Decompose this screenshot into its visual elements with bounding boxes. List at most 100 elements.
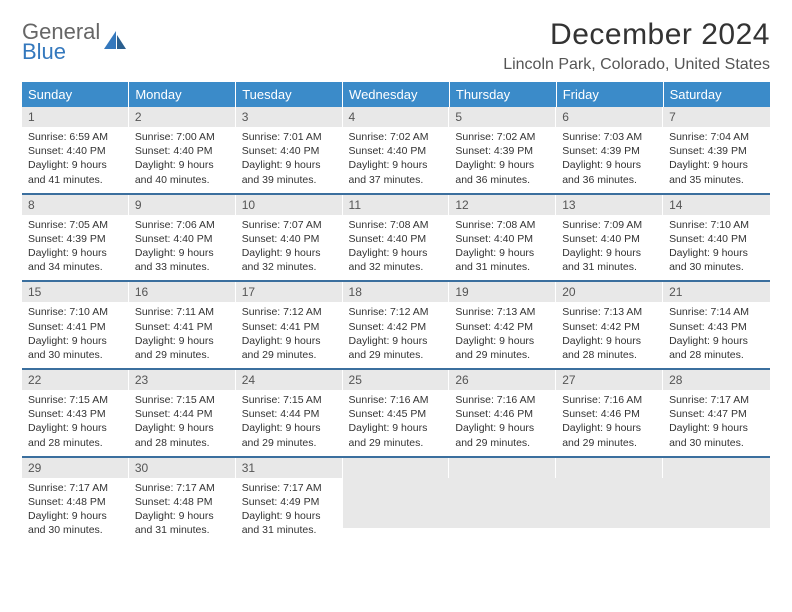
daylight-text: Daylight: 9 hours and 31 minutes. (135, 509, 230, 537)
day-details: Sunrise: 7:13 AM Sunset: 4:42 PM Dayligh… (556, 302, 663, 368)
sunrise-text: Sunrise: 7:02 AM (455, 130, 550, 144)
day-number: 8 (22, 195, 129, 215)
sunrise-text: Sunrise: 7:13 AM (455, 305, 550, 319)
sunrise-text: Sunrise: 7:17 AM (669, 393, 764, 407)
sunset-text: Sunset: 4:41 PM (135, 320, 230, 334)
day-number: 18 (343, 282, 450, 302)
daylight-text: Daylight: 9 hours and 29 minutes. (562, 421, 657, 449)
sunrise-text: Sunrise: 7:12 AM (349, 305, 444, 319)
month-title: December 2024 (503, 18, 770, 52)
sunrise-text: Sunrise: 7:04 AM (669, 130, 764, 144)
sunrise-text: Sunrise: 7:07 AM (242, 218, 337, 232)
day-number: 30 (129, 458, 236, 478)
calendar-row: 22 Sunrise: 7:15 AM Sunset: 4:43 PM Dayl… (22, 369, 770, 457)
day-details: Sunrise: 7:05 AM Sunset: 4:39 PM Dayligh… (22, 215, 129, 281)
weekday-header: Sunday (22, 82, 129, 107)
weekday-header-row: Sunday Monday Tuesday Wednesday Thursday… (22, 82, 770, 107)
day-number: 7 (663, 107, 770, 127)
sunset-text: Sunset: 4:44 PM (242, 407, 337, 421)
sunrise-text: Sunrise: 7:09 AM (562, 218, 657, 232)
logo-word-blue: Blue (22, 39, 66, 64)
day-details: Sunrise: 7:16 AM Sunset: 4:46 PM Dayligh… (449, 390, 556, 456)
day-details: Sunrise: 7:00 AM Sunset: 4:40 PM Dayligh… (129, 127, 236, 193)
day-details: Sunrise: 7:04 AM Sunset: 4:39 PM Dayligh… (663, 127, 770, 193)
sunrise-text: Sunrise: 7:16 AM (455, 393, 550, 407)
daylight-text: Daylight: 9 hours and 31 minutes. (242, 509, 337, 537)
sunset-text: Sunset: 4:39 PM (28, 232, 123, 246)
day-cell: 7 Sunrise: 7:04 AM Sunset: 4:39 PM Dayli… (663, 107, 770, 194)
sunset-text: Sunset: 4:40 PM (349, 144, 444, 158)
sunrise-text: Sunrise: 7:00 AM (135, 130, 230, 144)
day-details: Sunrise: 7:02 AM Sunset: 4:40 PM Dayligh… (343, 127, 450, 193)
day-cell: 18 Sunrise: 7:12 AM Sunset: 4:42 PM Dayl… (343, 281, 450, 369)
sunset-text: Sunset: 4:39 PM (455, 144, 550, 158)
daylight-text: Daylight: 9 hours and 32 minutes. (242, 246, 337, 274)
day-cell: 30 Sunrise: 7:17 AM Sunset: 4:48 PM Dayl… (129, 457, 236, 544)
daylight-text: Daylight: 9 hours and 39 minutes. (242, 158, 337, 186)
daylight-text: Daylight: 9 hours and 37 minutes. (349, 158, 444, 186)
day-cell: 6 Sunrise: 7:03 AM Sunset: 4:39 PM Dayli… (556, 107, 663, 194)
sunrise-text: Sunrise: 7:16 AM (349, 393, 444, 407)
day-number: 11 (343, 195, 450, 215)
sunset-text: Sunset: 4:49 PM (242, 495, 337, 509)
day-cell: 26 Sunrise: 7:16 AM Sunset: 4:46 PM Dayl… (449, 369, 556, 457)
daylight-text: Daylight: 9 hours and 36 minutes. (455, 158, 550, 186)
daylight-text: Daylight: 9 hours and 28 minutes. (562, 334, 657, 362)
day-cell: 29 Sunrise: 7:17 AM Sunset: 4:48 PM Dayl… (22, 457, 129, 544)
day-details: Sunrise: 7:01 AM Sunset: 4:40 PM Dayligh… (236, 127, 343, 193)
day-number: 24 (236, 370, 343, 390)
day-cell: 10 Sunrise: 7:07 AM Sunset: 4:40 PM Dayl… (236, 194, 343, 282)
sunset-text: Sunset: 4:40 PM (562, 232, 657, 246)
day-number: 26 (449, 370, 556, 390)
day-details: Sunrise: 7:16 AM Sunset: 4:46 PM Dayligh… (556, 390, 663, 456)
day-details: Sunrise: 7:02 AM Sunset: 4:39 PM Dayligh… (449, 127, 556, 193)
empty-cell (556, 457, 663, 544)
day-cell: 25 Sunrise: 7:16 AM Sunset: 4:45 PM Dayl… (343, 369, 450, 457)
daylight-text: Daylight: 9 hours and 41 minutes. (28, 158, 123, 186)
sunrise-text: Sunrise: 7:01 AM (242, 130, 337, 144)
daylight-text: Daylight: 9 hours and 29 minutes. (349, 334, 444, 362)
sunrise-text: Sunrise: 6:59 AM (28, 130, 123, 144)
day-cell: 20 Sunrise: 7:13 AM Sunset: 4:42 PM Dayl… (556, 281, 663, 369)
day-details-empty (663, 478, 770, 528)
daylight-text: Daylight: 9 hours and 28 minutes. (135, 421, 230, 449)
day-details: Sunrise: 7:17 AM Sunset: 4:48 PM Dayligh… (22, 478, 129, 544)
day-cell: 9 Sunrise: 7:06 AM Sunset: 4:40 PM Dayli… (129, 194, 236, 282)
daylight-text: Daylight: 9 hours and 30 minutes. (669, 246, 764, 274)
sunset-text: Sunset: 4:40 PM (28, 144, 123, 158)
day-number: 20 (556, 282, 663, 302)
daylight-text: Daylight: 9 hours and 34 minutes. (28, 246, 123, 274)
day-cell: 4 Sunrise: 7:02 AM Sunset: 4:40 PM Dayli… (343, 107, 450, 194)
day-number: 17 (236, 282, 343, 302)
calendar-row: 15 Sunrise: 7:10 AM Sunset: 4:41 PM Dayl… (22, 281, 770, 369)
sunrise-text: Sunrise: 7:17 AM (242, 481, 337, 495)
sunset-text: Sunset: 4:40 PM (242, 144, 337, 158)
calendar-row: 1 Sunrise: 6:59 AM Sunset: 4:40 PM Dayli… (22, 107, 770, 194)
day-cell: 28 Sunrise: 7:17 AM Sunset: 4:47 PM Dayl… (663, 369, 770, 457)
sunset-text: Sunset: 4:43 PM (669, 320, 764, 334)
day-cell: 11 Sunrise: 7:08 AM Sunset: 4:40 PM Dayl… (343, 194, 450, 282)
day-cell: 17 Sunrise: 7:12 AM Sunset: 4:41 PM Dayl… (236, 281, 343, 369)
sunrise-text: Sunrise: 7:15 AM (135, 393, 230, 407)
logo: General Blue (22, 18, 128, 62)
empty-cell (343, 457, 450, 544)
sunset-text: Sunset: 4:39 PM (669, 144, 764, 158)
day-number: 12 (449, 195, 556, 215)
day-number: 25 (343, 370, 450, 390)
sunset-text: Sunset: 4:46 PM (455, 407, 550, 421)
day-number: 21 (663, 282, 770, 302)
sunset-text: Sunset: 4:40 PM (455, 232, 550, 246)
daylight-text: Daylight: 9 hours and 29 minutes. (455, 334, 550, 362)
day-details: Sunrise: 7:15 AM Sunset: 4:44 PM Dayligh… (129, 390, 236, 456)
day-number: 6 (556, 107, 663, 127)
sunset-text: Sunset: 4:40 PM (135, 232, 230, 246)
day-number: 3 (236, 107, 343, 127)
day-details: Sunrise: 7:08 AM Sunset: 4:40 PM Dayligh… (343, 215, 450, 281)
day-details: Sunrise: 7:12 AM Sunset: 4:41 PM Dayligh… (236, 302, 343, 368)
daylight-text: Daylight: 9 hours and 29 minutes. (455, 421, 550, 449)
sunrise-text: Sunrise: 7:15 AM (28, 393, 123, 407)
weekday-header: Saturday (663, 82, 770, 107)
sunrise-text: Sunrise: 7:08 AM (455, 218, 550, 232)
day-number-empty (449, 458, 556, 478)
sunset-text: Sunset: 4:40 PM (135, 144, 230, 158)
